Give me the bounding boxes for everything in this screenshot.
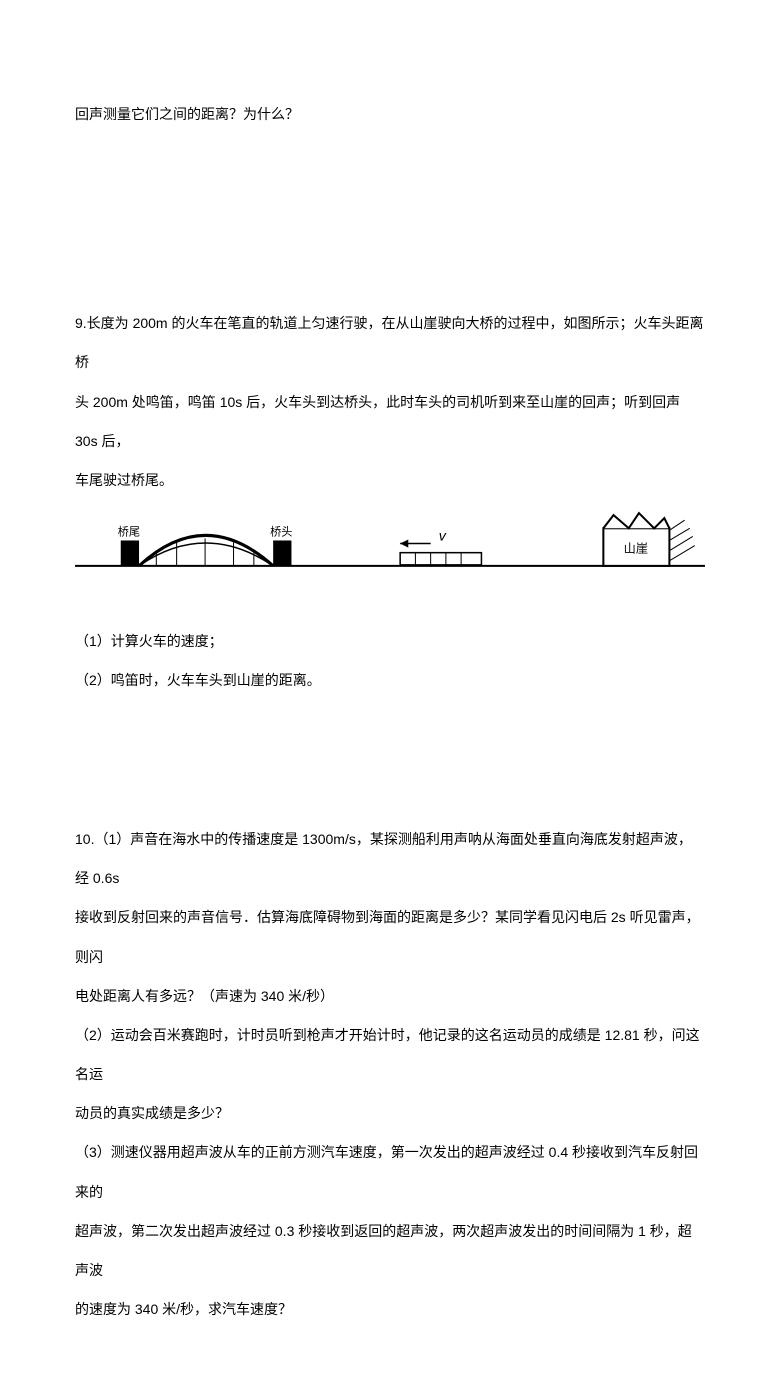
- q9-stem-line1: 9.长度为 200m 的火车在笔直的轨道上匀速行驶，在从山崖驶向大桥的过程中，如…: [75, 304, 705, 382]
- q10-p2-line1: （2）运动会百米赛跑时，计时员听到枪声才开始计时，他记录的这名运动员的成绩是 1…: [75, 1016, 705, 1094]
- spacer: [75, 134, 705, 304]
- q9-sub1: （1）计算火车的速度；: [75, 622, 705, 661]
- spacer: [75, 700, 705, 820]
- label-cliff-text: 山崖: [624, 542, 648, 556]
- q10-p2-line2: 动员的真实成绩是多少？: [75, 1094, 705, 1133]
- q10-p1-line3: 电处距离人有多远？（声速为 340 米/秒）: [75, 977, 705, 1016]
- q10-p1-line2: 接收到反射回来的声音信号．估算海底障碍物到海面的距离是多少？某同学看见闪电后 2…: [75, 898, 705, 976]
- q9-sub2: （2）鸣笛时，火车车头到山崖的距离。: [75, 661, 705, 700]
- q10-p1-line1: 10.（1）声音在海水中的传播速度是 1300m/s，某探测船利用声呐从海面处垂…: [75, 820, 705, 898]
- fragment-top: 回声测量它们之间的距离？为什么？: [75, 95, 705, 134]
- q10-p3-line1: （3）测速仪器用超声波从车的正前方测汽车速度，第一次发出的超声波经过 0.4 秒…: [75, 1133, 705, 1211]
- svg-text:v: v: [439, 529, 447, 545]
- q10-p3-line2: 超声波，第二次发出超声波经过 0.3 秒接收到返回的超声波，两次超声波发出的时间…: [75, 1212, 705, 1290]
- q9-stem-line2: 头 200m 处鸣笛，鸣笛 10s 后，火车头到达桥头，此时车头的司机听到来至山…: [75, 383, 705, 461]
- q9-stem-line3: 车尾驶过桥尾。: [75, 461, 705, 500]
- label-bridge-head-text: 桥头: [270, 526, 292, 539]
- label-bridge-tail-text: 桥尾: [118, 526, 140, 539]
- q9-figure: v 桥尾 桥头 山崖: [75, 510, 705, 591]
- q10-p3-line3: 的速度为 340 米/秒，求汽车速度？: [75, 1290, 705, 1329]
- document-page: 回声测量它们之间的距离？为什么？ 9.长度为 200m 的火车在笔直的轨道上匀速…: [0, 0, 780, 1389]
